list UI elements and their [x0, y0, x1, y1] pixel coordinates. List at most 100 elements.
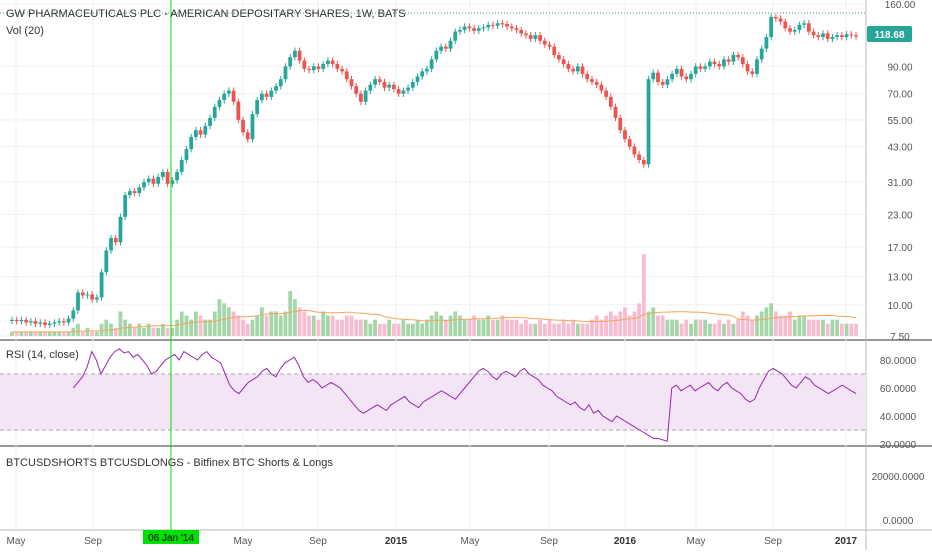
volume-bar — [156, 327, 161, 336]
volume-bar — [769, 303, 774, 336]
rsi-tick-label: 80.0000 — [880, 356, 917, 367]
volume-bar — [590, 319, 594, 336]
candle-body — [566, 64, 571, 69]
volume-bar — [670, 319, 674, 336]
candle-body — [14, 319, 19, 322]
candle-body — [783, 21, 788, 29]
volume-bar — [722, 323, 726, 336]
volume-bar — [542, 323, 547, 336]
candle-body — [481, 27, 486, 29]
candle-body — [212, 106, 217, 118]
time-tick-label: 2016 — [614, 536, 637, 547]
candle-body — [208, 117, 212, 126]
candle-body — [684, 76, 689, 80]
candle-body — [165, 172, 170, 184]
candle-body — [618, 117, 623, 131]
candle-body — [170, 180, 175, 184]
candle-body — [396, 89, 401, 94]
candle-body — [151, 178, 156, 184]
candle-body — [415, 76, 420, 82]
volume-bar — [811, 319, 816, 336]
volume-bar — [47, 331, 52, 336]
candle-body — [830, 37, 835, 39]
price-tick-label: 43.00 — [887, 143, 912, 154]
candle-body — [354, 86, 359, 94]
candle-body — [693, 66, 698, 74]
volume-ma-line — [12, 309, 857, 333]
candle-body — [359, 93, 363, 102]
volume-bar — [260, 307, 264, 336]
volume-bar — [632, 311, 637, 336]
volume-bar — [10, 331, 14, 336]
candle-body — [703, 66, 708, 69]
volume-bar — [835, 319, 840, 336]
volume-bar — [726, 319, 731, 336]
candle-body — [453, 31, 458, 41]
volume-bar — [245, 323, 250, 336]
volume-bar — [736, 319, 741, 336]
volume-bar — [278, 315, 283, 336]
candle-body — [731, 54, 736, 62]
candle-body — [52, 322, 57, 324]
candle-body — [698, 66, 703, 69]
volume-bar — [99, 323, 104, 336]
candle-body — [156, 176, 161, 184]
candle-body — [580, 66, 585, 74]
btc-axis: 20000.0000 0.0000 — [872, 472, 925, 527]
volume-bar — [594, 315, 599, 336]
candle-body — [849, 34, 854, 36]
volume-bar — [783, 315, 788, 336]
candle-body — [203, 125, 208, 135]
volume-bar — [61, 331, 66, 336]
candle-body — [773, 16, 778, 19]
rsi-band-fill — [0, 374, 866, 430]
volume-bar — [377, 323, 382, 336]
volume-bar — [717, 319, 722, 336]
candle-body — [561, 59, 566, 65]
volume-bar — [43, 331, 47, 336]
main-chart-title: GW PHARMACEUTICALS PLC - AMERICAN DEPOSI… — [6, 8, 406, 20]
time-tick-label: May — [461, 536, 480, 547]
volume-bar — [146, 323, 151, 336]
candle-body — [835, 35, 840, 38]
volume-bar — [788, 311, 792, 336]
time-tick-label: Sep — [764, 536, 782, 547]
volume-bar — [373, 319, 377, 336]
volume-bar — [406, 323, 410, 336]
price-tick-label: 70.00 — [887, 90, 912, 101]
volume-bar — [547, 319, 552, 336]
candle-body — [274, 86, 278, 91]
candle-body — [656, 72, 660, 82]
candle-body — [179, 159, 184, 173]
volume-bar — [434, 311, 439, 336]
candle-body — [382, 81, 387, 88]
volume-bar — [571, 319, 575, 336]
last-price-tag: 118.68 — [867, 26, 912, 42]
volume-bar — [637, 303, 641, 336]
candle-body — [66, 318, 71, 323]
candle-body — [316, 66, 321, 69]
volume-bar — [684, 319, 689, 336]
candle-body — [679, 68, 684, 77]
volume-bar — [806, 319, 811, 336]
volume-bar — [778, 315, 783, 336]
price-tick-label: 17.00 — [887, 243, 912, 254]
candle-body — [38, 322, 43, 324]
time-tick-label: 2017 — [835, 536, 858, 547]
grid — [0, 0, 866, 530]
volume-bar — [703, 319, 708, 336]
candle-body — [123, 195, 128, 217]
volume-bar — [849, 323, 854, 336]
candle-body — [99, 272, 104, 298]
candle-body — [137, 187, 142, 194]
candle-body — [57, 321, 62, 323]
volume-bar — [401, 319, 406, 336]
volume-bar — [307, 315, 311, 336]
volume-bar — [802, 315, 807, 336]
volume-bar — [797, 315, 802, 336]
candle-body — [792, 29, 797, 32]
candle-body — [231, 90, 236, 102]
candle-body — [571, 68, 575, 72]
time-tick-label: Sep — [84, 536, 102, 547]
